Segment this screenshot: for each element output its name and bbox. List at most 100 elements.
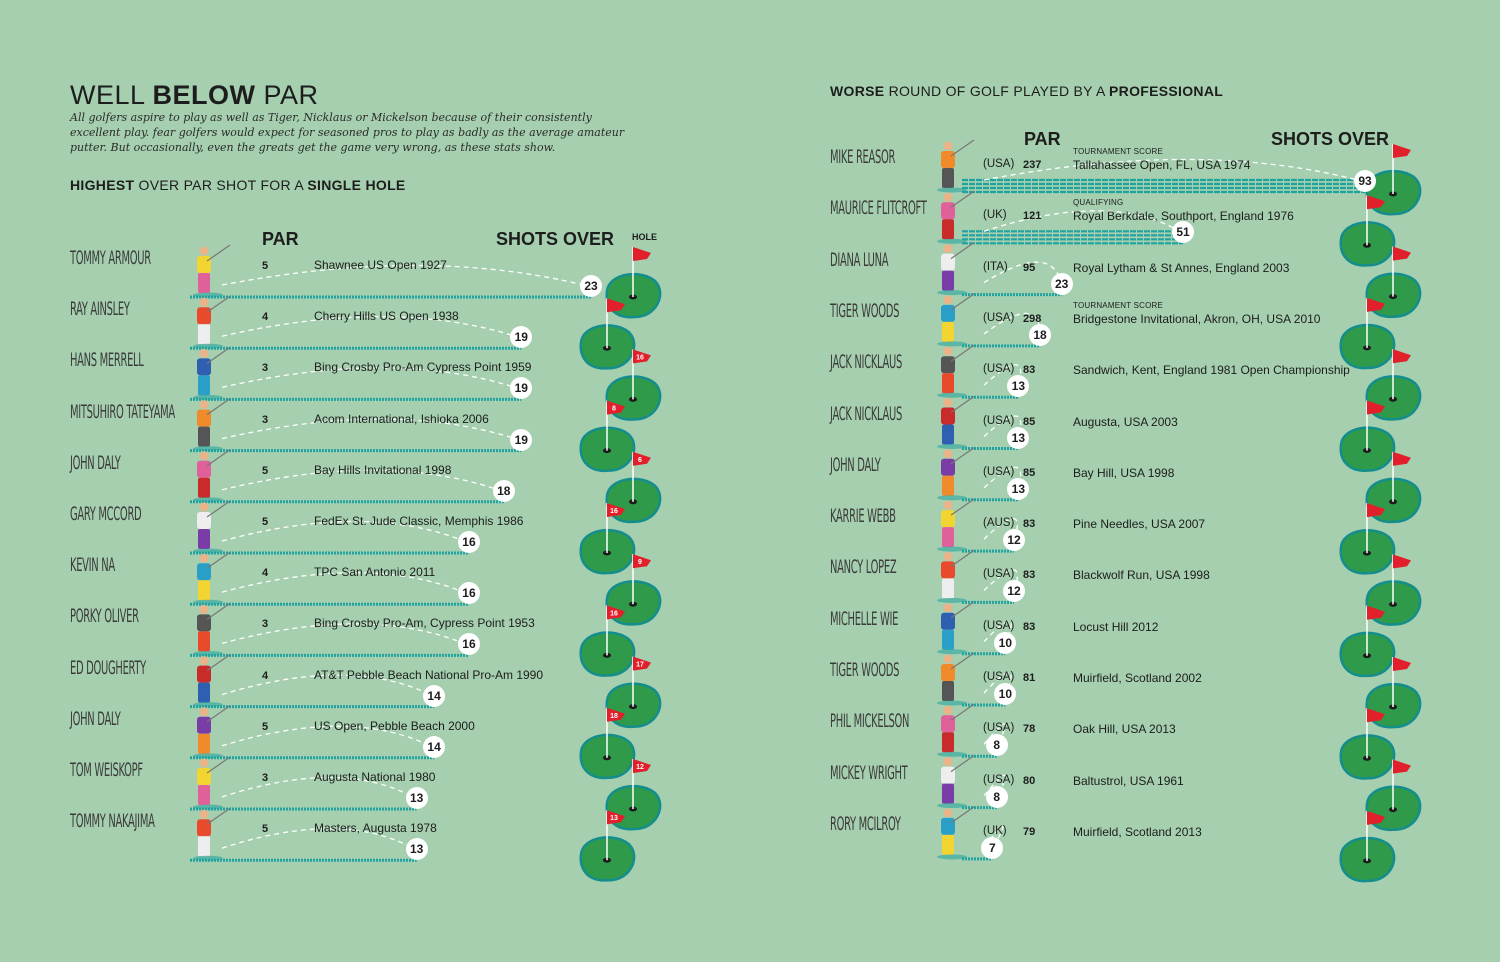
ball-trajectory [983, 517, 1018, 542]
golfer-pants [198, 785, 210, 805]
par-value: 85 [1023, 466, 1036, 479]
golfer-head [199, 451, 209, 461]
golf-club [206, 295, 231, 313]
golfer-figure [193, 295, 231, 349]
golfer-head [199, 297, 209, 307]
golfer-pants [942, 424, 954, 445]
hole-green [1339, 708, 1396, 780]
golf-club [950, 549, 975, 567]
hole-number: 12 [636, 764, 644, 771]
golfer-head [943, 449, 953, 459]
golf-club [950, 396, 975, 413]
event-label: Cherry Hills US Open 1938 [314, 309, 459, 324]
country-label: (USA) [983, 722, 1015, 735]
shots-over-value: 16 [457, 531, 480, 553]
golfer-name: RORY MCILROY [830, 812, 901, 835]
golfer-figure [937, 652, 975, 706]
golf-club [950, 703, 975, 721]
golfer-shirt [197, 358, 211, 376]
par-value: 4 [262, 669, 269, 682]
golfer-name: TOMMY ARMOUR [70, 247, 151, 269]
golf-club [206, 756, 231, 774]
event-label: Augusta National 1980 [314, 770, 436, 784]
golfer-shirt [941, 407, 955, 425]
flag-icon [607, 707, 625, 722]
flag-icon [633, 349, 651, 364]
golfer-name: JOHN DALY [830, 453, 881, 476]
golfer-shadow [937, 392, 967, 398]
golfer-figure [937, 447, 975, 501]
golfer-head [199, 707, 209, 717]
golf-club [206, 500, 231, 518]
golfer-figure [937, 139, 975, 193]
golfer-shirt [197, 512, 211, 529]
golfer-shadow [937, 649, 967, 655]
par-value: 85 [1023, 415, 1036, 428]
golfer-figure [193, 602, 231, 656]
golfer-figure [937, 344, 975, 398]
golfer-head [943, 500, 953, 510]
ball-trajectory [221, 316, 522, 339]
golfer-shirt [941, 458, 955, 476]
golfer-pants [942, 527, 954, 548]
shots-over-value: 13 [405, 838, 428, 861]
golfer-figure [937, 755, 975, 809]
golf-club [950, 190, 975, 208]
par-value: 80 [1023, 774, 1036, 787]
event-label: Bay Hills Invitational 1998 [314, 462, 452, 477]
golfer-pants [942, 732, 954, 753]
hole-number: 17 [636, 662, 644, 669]
golf-club [950, 139, 975, 157]
golfer-figure [937, 498, 975, 552]
golf-club [950, 293, 975, 311]
golf-club [206, 551, 231, 569]
par-value: 121 [1023, 210, 1042, 223]
golfer-pants [942, 681, 954, 701]
golfer-name: KEVIN NA [70, 554, 115, 577]
par-value: 83 [1023, 364, 1036, 377]
golfer-figure [937, 703, 975, 757]
event-label: Shawnee US Open 1927 [314, 258, 447, 272]
golfer-figure [193, 654, 231, 708]
golf-club [950, 806, 975, 824]
country-label: (USA) [983, 568, 1015, 581]
golfer-figure [937, 806, 975, 860]
event-label: Locust Hill 2012 [1073, 619, 1159, 634]
golfer-shirt [197, 563, 211, 581]
golfer-pants [198, 375, 210, 396]
golf-club [206, 346, 231, 364]
golfer-pants [198, 477, 210, 498]
golfer-name: MICHELLE WIE [830, 607, 899, 630]
golfer-shadow [937, 597, 967, 603]
country-label: (AUS) [983, 517, 1015, 530]
golfer-figure [193, 756, 231, 810]
ball-trajectory [221, 623, 470, 646]
golfer-name: GARY MCCORD [70, 503, 142, 525]
flag-icon [607, 503, 625, 517]
ball-trajectory [983, 312, 1041, 336]
golfer-shirt [941, 664, 955, 681]
event-label: Baltustrol, USA 1961 [1073, 773, 1184, 788]
golfer-shirt [197, 614, 211, 632]
ball-trajectory [983, 210, 1184, 234]
shots-over-value: 13 [1007, 375, 1030, 398]
flag-icon [1393, 657, 1411, 671]
flag-icon [1393, 246, 1411, 261]
shots-over-value: 19 [510, 326, 533, 349]
golfer-figure [937, 242, 975, 296]
ball-trajectory [221, 828, 417, 851]
golfer-head [943, 141, 953, 151]
golfer-shirt [941, 510, 955, 528]
golfer-figure [193, 398, 231, 452]
flag-icon [633, 759, 651, 773]
shots-over-value: 12 [1003, 529, 1025, 552]
golfer-shirt [197, 256, 211, 273]
golf-club [206, 244, 231, 262]
golfer-pants [198, 529, 210, 549]
golfer-head [199, 246, 209, 256]
left-par-header: PAR [262, 229, 299, 249]
shots-over-value: 14 [423, 684, 446, 707]
golf-club [950, 755, 975, 773]
golfer-name: HANS MERRELL [70, 349, 144, 372]
